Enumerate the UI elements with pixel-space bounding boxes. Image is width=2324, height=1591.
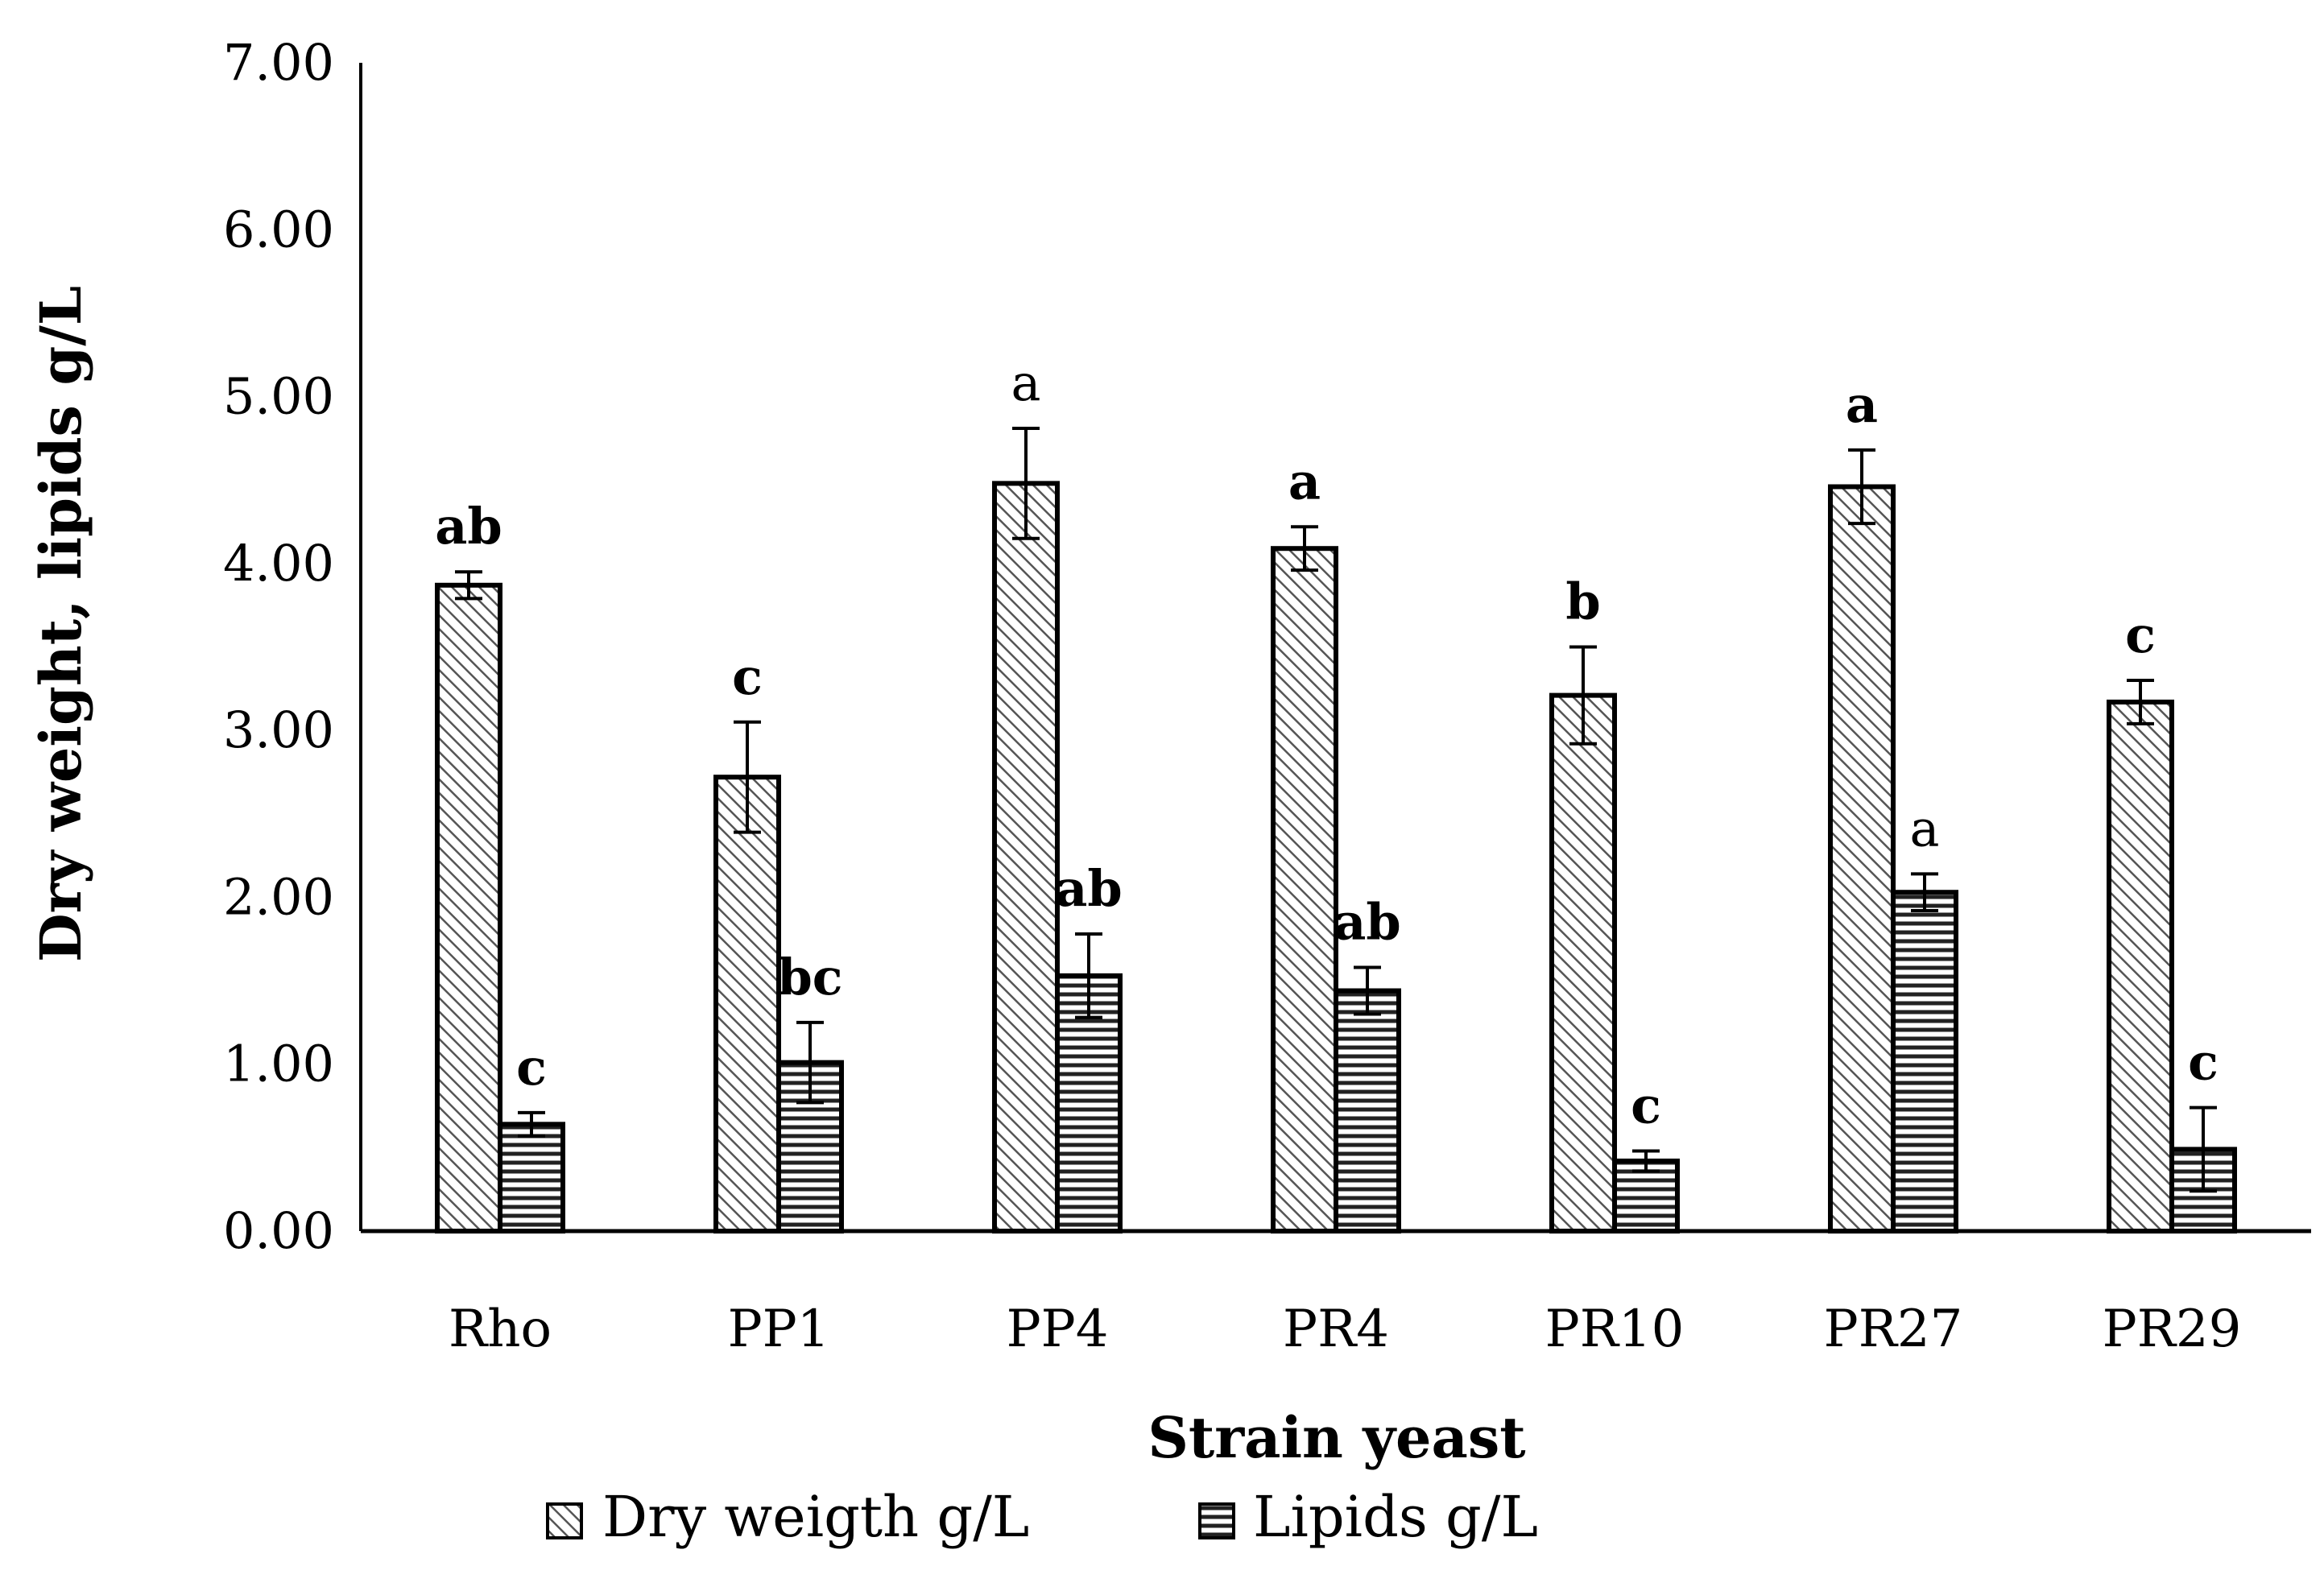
significance-label-lipids: c [2188, 1033, 2219, 1092]
bar-dry-weight [713, 775, 781, 1234]
significance-label-dry-weight: a [1288, 452, 1321, 510]
legend-swatch-dry-weight [546, 1502, 583, 1539]
significance-label-lipids: ab [1334, 892, 1401, 951]
y-axis-title: Dry weight, lipids g/L [27, 286, 94, 962]
x-tick-label: PR10 [1545, 1300, 1685, 1359]
y-tick-label: 6.00 [223, 200, 334, 258]
bar-lipids [498, 1122, 565, 1234]
x-tick-label: PP1 [728, 1300, 830, 1359]
y-tick-label: 0.00 [223, 1201, 334, 1260]
y-axis: 0.00 1.00 2.00 3.00 4.00 5.00 6.00 7.00 [223, 33, 362, 1260]
y-tick-label: 3.00 [223, 700, 334, 759]
legend: Dry weigth g/L Lipids g/L [546, 1484, 1538, 1550]
y-tick-label: 2.00 [223, 867, 334, 926]
bar-dry-weight [1549, 692, 1617, 1234]
bar-dry-weight [1828, 484, 1896, 1234]
x-tick-label: PR4 [1283, 1300, 1389, 1359]
significance-label-lipids: ab [1055, 859, 1123, 918]
y-tick-label: 4.00 [223, 534, 334, 593]
y-tick-label: 7.00 [223, 33, 334, 92]
bar-dry-weight [992, 481, 1060, 1234]
x-tick-label: PR29 [2103, 1300, 2242, 1359]
legend-label-dry-weight: Dry weigth g/L [602, 1484, 1029, 1550]
bar-dry-weight [2107, 699, 2174, 1234]
x-tick-label: PR27 [1824, 1300, 1963, 1359]
bar-dry-weight [1271, 546, 1338, 1234]
x-axis: Rho PP1 PP4 PR4 PR10 PR27 PR29 [361, 1229, 2311, 1359]
x-axis-title: Strain yeast [1148, 1404, 1525, 1471]
significance-label-lipids: bc [777, 948, 842, 1006]
y-tick-label: 1.00 [223, 1035, 334, 1093]
legend-label-lipids: Lipids g/L [1253, 1484, 1538, 1550]
significance-label-dry-weight: a [1011, 353, 1041, 412]
y-tick-label: 5.00 [223, 367, 334, 426]
significance-label-lipids: c [516, 1038, 547, 1097]
significance-label-dry-weight: b [1565, 572, 1600, 631]
bar-dry-weight [435, 582, 502, 1234]
x-tick-label: PP4 [1007, 1300, 1109, 1359]
legend-swatch-lipids [1198, 1502, 1235, 1539]
bars [435, 426, 2237, 1234]
x-tick-label: Rho [449, 1300, 552, 1359]
bar-lipids [1891, 890, 1958, 1234]
bar-lipids [1334, 988, 1401, 1234]
significance-label-lipids: a [1910, 799, 1940, 857]
significance-label-lipids: c [1631, 1077, 1661, 1135]
significance-label-dry-weight: a [1846, 375, 1878, 434]
significance-label-dry-weight: c [2125, 605, 2156, 664]
significance-label-dry-weight: ab [435, 497, 502, 556]
significance-label-dry-weight: c [732, 647, 763, 706]
